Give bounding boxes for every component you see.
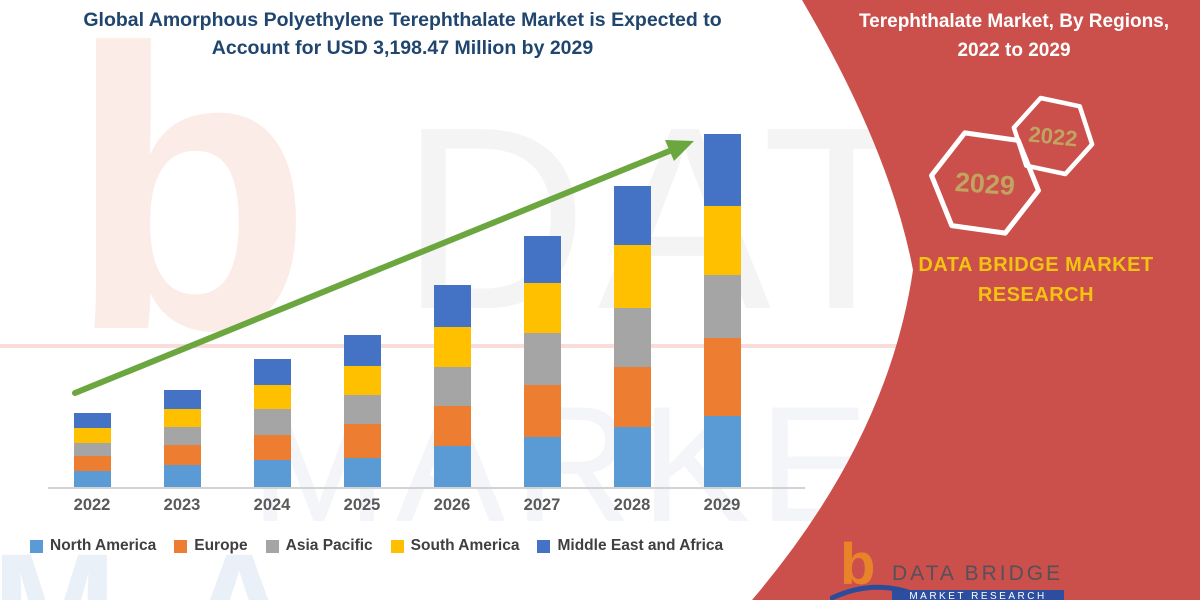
legend-swatch-icon (390, 539, 404, 553)
x-axis-label-2022: 2022 (73, 496, 111, 514)
legend-item-north-america: North America (30, 537, 156, 555)
legend-label: Asia Pacific (285, 537, 373, 554)
bar-segment-2025-asia-pacific (343, 395, 381, 424)
bar-segment-2029-south-america (703, 206, 741, 275)
bar-segment-2023-south-america (163, 409, 201, 427)
panel-title: Terephthalate Market, By Regions, 2022 t… (828, 8, 1200, 65)
page-title: Global Amorphous Polyethylene Terephthal… (10, 6, 795, 63)
bar-segment-2024-asia-pacific (253, 409, 291, 435)
legend-label: Europe (194, 537, 248, 554)
bar-segment-2027-north-america (523, 437, 561, 487)
hexagon-2022-outline (1011, 95, 1095, 177)
bar-segment-2029-europe (703, 338, 741, 416)
page-title-line1: Global Amorphous Polyethylene Terephthal… (83, 9, 722, 31)
bar-segment-2023-asia-pacific (163, 427, 201, 445)
legend-item-europe: Europe (174, 537, 248, 555)
page-title-line2: Account for USD 3,198.47 Million by 2029 (211, 37, 594, 60)
bar-segment-2024-north-america (253, 460, 291, 487)
hexagon-2022-label: 2022 (1027, 122, 1078, 152)
x-axis-label-2025: 2025 (343, 496, 381, 514)
hexagon-2022 (1011, 95, 1095, 177)
bar-segment-2026-europe (433, 406, 471, 446)
x-axis-line (48, 487, 805, 489)
legend-item-middle-east-and-africa: Middle East and Africa (537, 537, 723, 555)
bar-segment-2022-europe (73, 456, 111, 471)
panel-title-line1: Terephthalate Market, By Regions, (858, 11, 1170, 32)
legend-label: North America (50, 537, 157, 554)
footer-logo-b-icon: b (840, 532, 876, 597)
panel-title-line2: 2022 to 2029 (957, 39, 1071, 61)
brand-text-line1: DATA BRIDGE MARKET (918, 254, 1154, 276)
brand-text: DATA BRIDGE MARKET RESEARCH (905, 250, 1167, 310)
bar-segment-2023-europe (163, 445, 201, 465)
footer-logo-sub: MARKET RESEARCH (909, 591, 1047, 600)
x-axis-label-2023: 2023 (163, 496, 201, 514)
legend-swatch-icon (265, 539, 279, 553)
legend-item-south-america: South America (390, 537, 520, 555)
bar-segment-2028-north-america (613, 427, 651, 487)
brand-text-line2: RESEARCH (977, 284, 1095, 306)
bar-segment-2029-middle-east-and-africa (703, 134, 741, 206)
bar-segment-2029-north-america (703, 416, 741, 487)
legend-swatch-icon (174, 539, 188, 553)
x-axis-label-2029: 2029 (703, 496, 741, 514)
hexagon-2029-outline (929, 130, 1041, 236)
bar-segment-2023-north-america (163, 465, 201, 487)
x-axis-label-2026: 2026 (433, 496, 471, 514)
legend-label: Middle East and Africa (557, 537, 724, 554)
legend-swatch-icon (537, 539, 551, 553)
bar-segment-2022-middle-east-and-africa (73, 413, 111, 428)
x-axis-label-2028: 2028 (613, 496, 651, 514)
bar-segment-2022-asia-pacific (73, 443, 111, 456)
bar-segment-2022-north-america (73, 471, 111, 487)
bar-segment-2025-north-america (343, 458, 381, 487)
footer-logo-band: MARKET RESEARCH (892, 590, 1064, 600)
hexagon-2029 (929, 130, 1041, 236)
bar-segment-2025-europe (343, 424, 381, 458)
legend-swatch-icon (30, 539, 43, 553)
bar-segment-2022-south-america (73, 428, 111, 443)
legend-item-asia-pacific: Asia Pacific (265, 537, 373, 555)
bar-segment-2026-north-america (433, 446, 471, 487)
bar-segment-2029-asia-pacific (703, 275, 741, 338)
chart-legend: North America Europe Asia Pacific South Ame… (30, 535, 723, 557)
bar-segment-2024-europe (253, 435, 291, 460)
hexagon-2029-label: 2029 (954, 167, 1016, 201)
footer-logo-name: DATA BRIDGE (892, 562, 1064, 585)
legend-label: South America (410, 537, 520, 554)
x-axis-label-2024: 2024 (253, 496, 291, 514)
x-axis-label-2027: 2027 (523, 496, 561, 514)
